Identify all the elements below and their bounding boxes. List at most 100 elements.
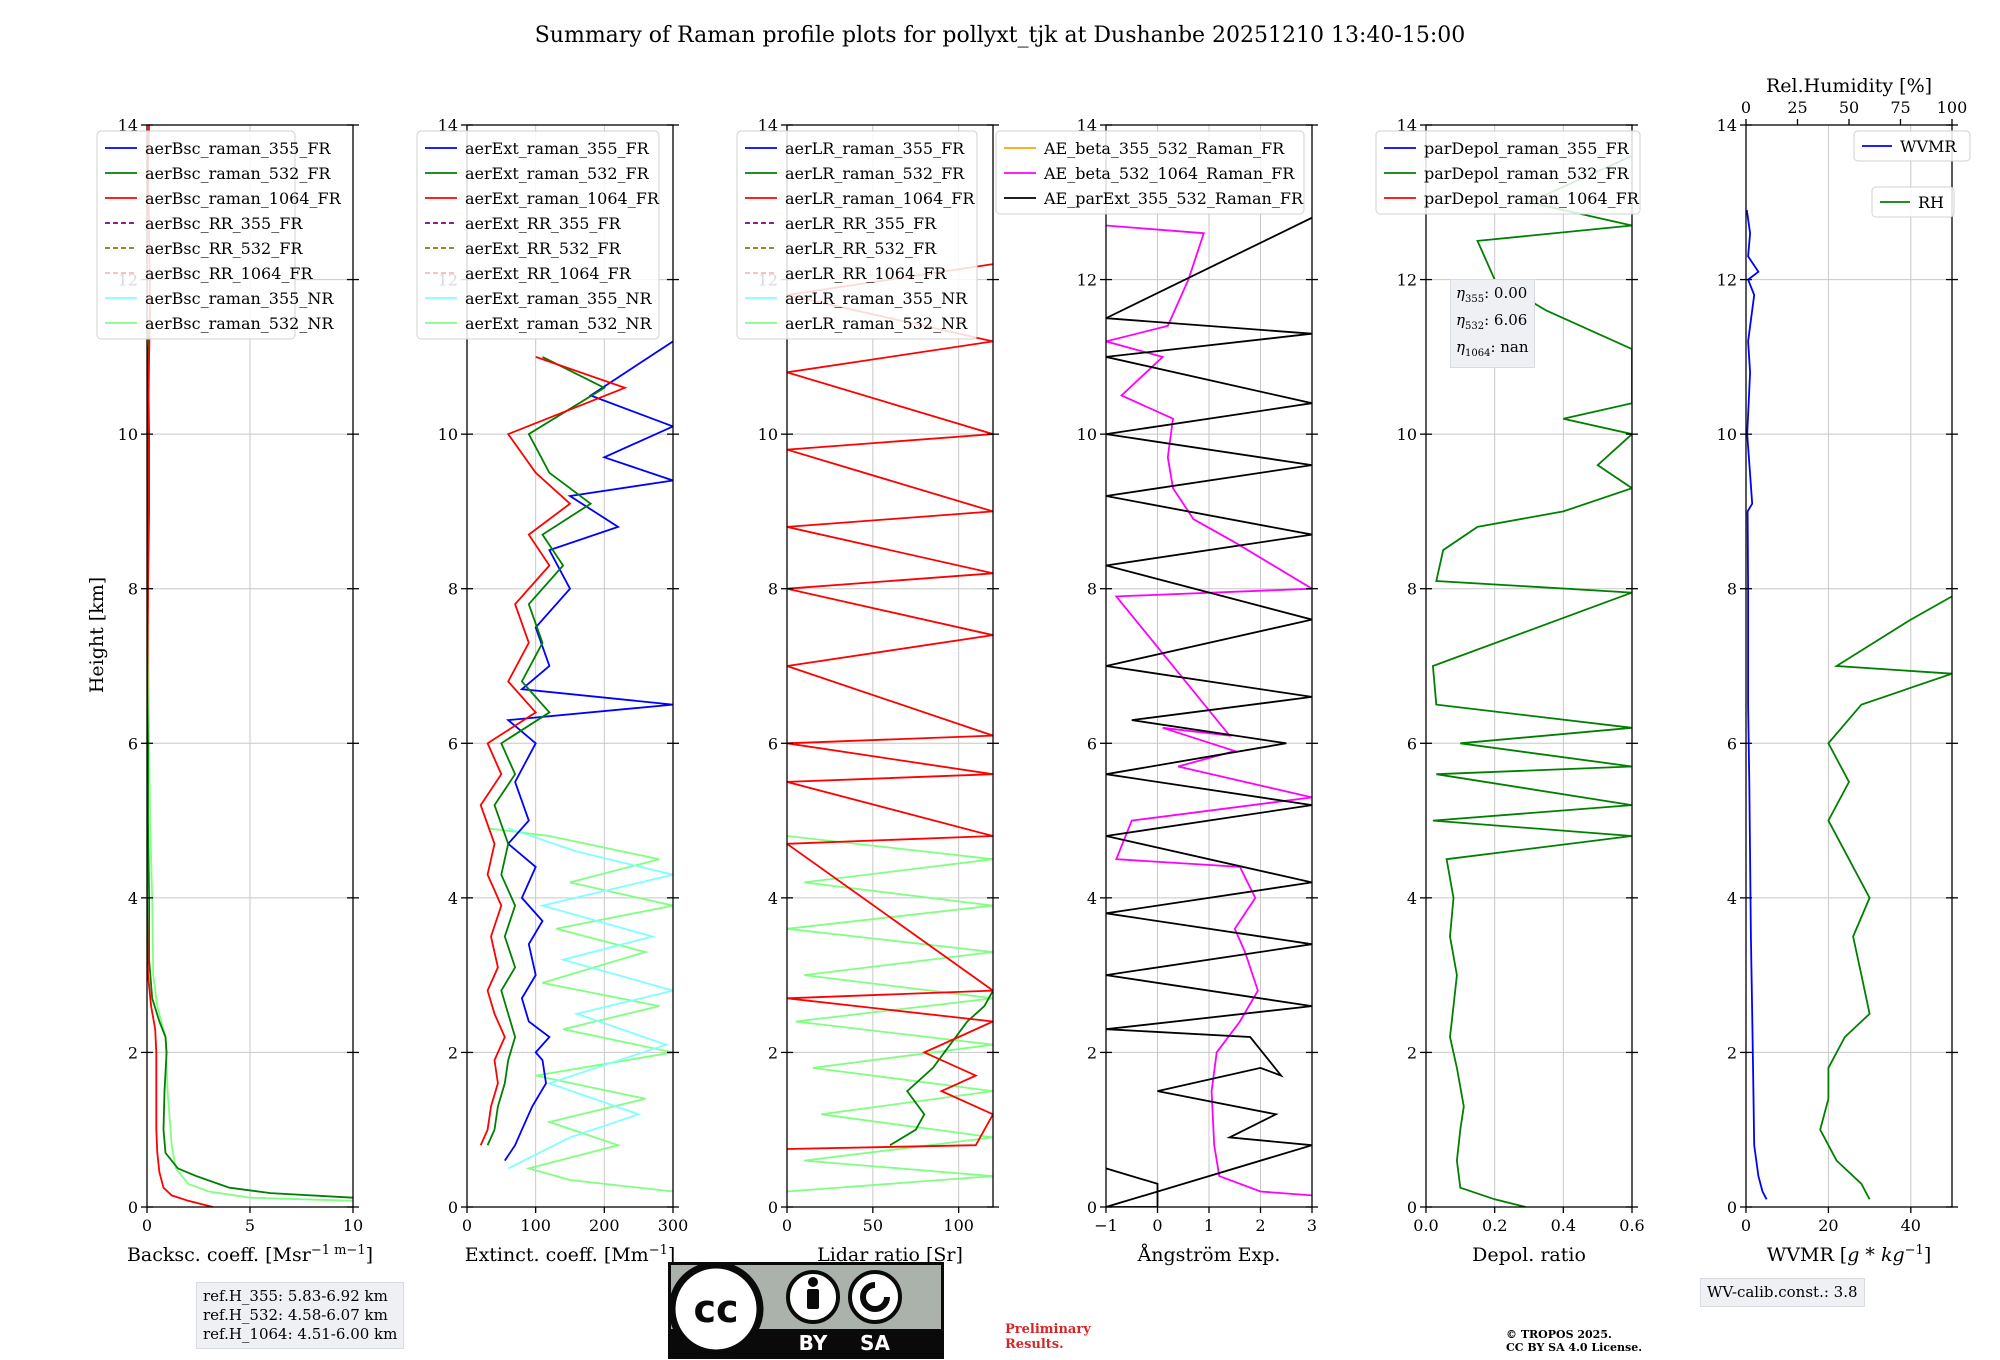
y-tick-label: 12 (1077, 271, 1097, 290)
legend-label-aerLR_raman_355_NR: aerLR_raman_355_NR (785, 289, 968, 308)
y-tick-label: 8 (1087, 580, 1097, 599)
legend-box (1871, 186, 1955, 218)
y-tick-label: 14 (438, 116, 458, 135)
y-tick-label: 2 (1087, 1043, 1097, 1062)
x-tick-label: 3 (1307, 1216, 1317, 1235)
y-tick-label: 6 (768, 734, 778, 753)
series-line-aerBsc_raman_532_NR (147, 318, 353, 1202)
y-tick-label: 6 (1407, 734, 1417, 753)
legend-label-aerExt_raman_532_FR: aerExt_raman_532_FR (465, 164, 650, 183)
legend-label-aerLR_RR_355_FR: aerLR_RR_355_FR (785, 214, 937, 233)
legend-label-parDepol_raman_1064_FR: parDepol_raman_1064_FR (1424, 189, 1640, 208)
x-tick-label: 100 (943, 1216, 974, 1235)
legend-label-aerExt_RR_1064_FR: aerExt_RR_1064_FR (465, 264, 632, 283)
legend-label-parDepol_raman_532_FR: parDepol_raman_532_FR (1424, 164, 1630, 183)
series-line-aerLR_raman_532_NR (787, 835, 993, 1193)
legend-label-WVMR: WVMR (1900, 137, 1957, 156)
series-line-aerExt_raman_355_NR (507, 827, 673, 1170)
legend-label-AE_beta_532_1064_Raman_FR: AE_beta_532_1064_Raman_FR (1043, 164, 1295, 183)
legend-box (995, 130, 1305, 215)
series-line-aerLR_raman_1064_FR (787, 263, 993, 1150)
series-line-RH (1819, 595, 1952, 1200)
legend-label-aerLR_RR_1064_FR: aerLR_RR_1064_FR (785, 264, 947, 283)
series-group (479, 340, 673, 1193)
x-tick-label: 40 (1901, 1216, 1921, 1235)
y-tick-label: 14 (1077, 116, 1097, 135)
x-tick-label: 0 (1152, 1216, 1162, 1235)
legend-label-aerBsc_raman_1064_FR: aerBsc_raman_1064_FR (145, 189, 342, 208)
wv-calibration-box: WV-calib.const.: 3.8 (1700, 1278, 1865, 1307)
y-tick-label: 10 (438, 425, 458, 444)
y-axis-label: Height [km] (86, 577, 108, 693)
legend-label-RH: RH (1918, 193, 1944, 212)
y-tick-label: 4 (768, 889, 778, 908)
y-tick-label: 8 (1407, 580, 1417, 599)
badge-by-text: BY (799, 1331, 828, 1355)
x-tick-label: 0.6 (1619, 1216, 1644, 1235)
top-tick-label: 50 (1839, 98, 1859, 117)
legend-label-aerLR_raman_532_NR: aerLR_raman_532_NR (785, 314, 968, 333)
x-tick-label: 300 (658, 1216, 689, 1235)
y-tick-label: 10 (758, 425, 778, 444)
y-tick-label: 12 (1397, 271, 1417, 290)
y-tick-label: 4 (448, 889, 458, 908)
attribution-body (807, 1289, 819, 1309)
ref-height-355: ref.H_355: 5.83-6.92 km (203, 1287, 388, 1305)
y-tick-label: 6 (1727, 734, 1737, 753)
x-tick-label: 0.2 (1482, 1216, 1507, 1235)
x-tick-label: −1 (1094, 1216, 1118, 1235)
cc-logo-icon (668, 1262, 764, 1357)
legend-label-aerExt_RR_355_FR: aerExt_RR_355_FR (465, 214, 622, 233)
x-tick-label: 0 (1741, 1216, 1751, 1235)
x-axis-label: Ångström Exp. (1137, 1244, 1281, 1266)
top-axis-label: Rel.Humidity [%] (1766, 75, 1932, 97)
panel-lr: 02468101214050100Lidar ratio [Sr]aerLR_r… (736, 116, 999, 1266)
reference-height-box: ref.H_355: 5.83-6.92 km ref.H_532: 4.58-… (196, 1282, 405, 1349)
legend-label-aerExt_raman_1064_FR: aerExt_raman_1064_FR (465, 189, 660, 208)
legend-label-AE_beta_355_532_Raman_FR: AE_beta_355_532_Raman_FR (1043, 139, 1285, 158)
y-tick-label: 0 (128, 1198, 138, 1217)
y-tick-label: 10 (1717, 425, 1737, 444)
y-tick-label: 14 (1397, 116, 1417, 135)
y-tick-label: 10 (1077, 425, 1097, 444)
top-tick-label: 100 (1937, 98, 1968, 117)
series-group (1746, 209, 1952, 1200)
legend-box (416, 130, 660, 340)
x-tick-label: 2 (1255, 1216, 1265, 1235)
legend-label-aerExt_raman_532_NR: aerExt_raman_532_NR (465, 314, 653, 333)
cc-by-sa-badge: cc BY SA (668, 1262, 944, 1359)
legend-box (96, 130, 296, 340)
tropos-copyright: © TROPOS 2025. CC BY SA 4.0 License. (1506, 1328, 1643, 1354)
legend-label-aerLR_raman_532_FR: aerLR_raman_532_FR (785, 164, 965, 183)
y-tick-label: 6 (128, 734, 138, 753)
top-tick-label: 75 (1890, 98, 1910, 117)
legend-label-parDepol_raman_355_FR: parDepol_raman_355_FR (1424, 139, 1630, 158)
x-tick-label: 0 (782, 1216, 792, 1235)
badge-sa-text: SA (860, 1331, 890, 1355)
series-group (147, 125, 353, 1207)
x-tick-label: 0 (142, 1216, 152, 1235)
x-tick-label: 100 (520, 1216, 551, 1235)
y-tick-label: 14 (1717, 116, 1737, 135)
wv-calibration-constant: WV-calib.const.: 3.8 (1707, 1283, 1858, 1301)
series-group (787, 263, 993, 1193)
legend-label-aerBsc_RR_355_FR: aerBsc_RR_355_FR (145, 214, 303, 233)
x-axis-label: Extinct. coeff. [Mm−1] (465, 1243, 676, 1266)
panel-bsc: 024681012140510Backsc. coeff. [Msr−1 m−1… (96, 116, 373, 1266)
legend-label-aerBsc_raman_532_NR: aerBsc_raman_532_NR (145, 314, 334, 333)
y-tick-label: 6 (448, 734, 458, 753)
series-line-WVMR (1746, 209, 1768, 1200)
top-tick-label: 0 (1741, 98, 1751, 117)
series-line-aerLR_raman_532_FR (889, 990, 993, 1146)
figure-title: Summary of Raman profile plots for polly… (535, 23, 1466, 48)
y-tick-label: 8 (448, 580, 458, 599)
y-tick-label: 0 (1727, 1198, 1737, 1217)
y-tick-label: 10 (118, 425, 138, 444)
legend-box (1375, 130, 1641, 215)
ref-height-1064: ref.H_1064: 4.51-6.00 km (203, 1325, 398, 1343)
panel-depol: 0 2 4 6 8 10 12 14 0.0 0.2 0.4 0.6 Depol. ratio parDe… (1375, 116, 1645, 1266)
legend-label-aerBsc_RR_1064_FR: aerBsc_RR_1064_FR (145, 264, 314, 283)
legend-box (736, 130, 978, 340)
